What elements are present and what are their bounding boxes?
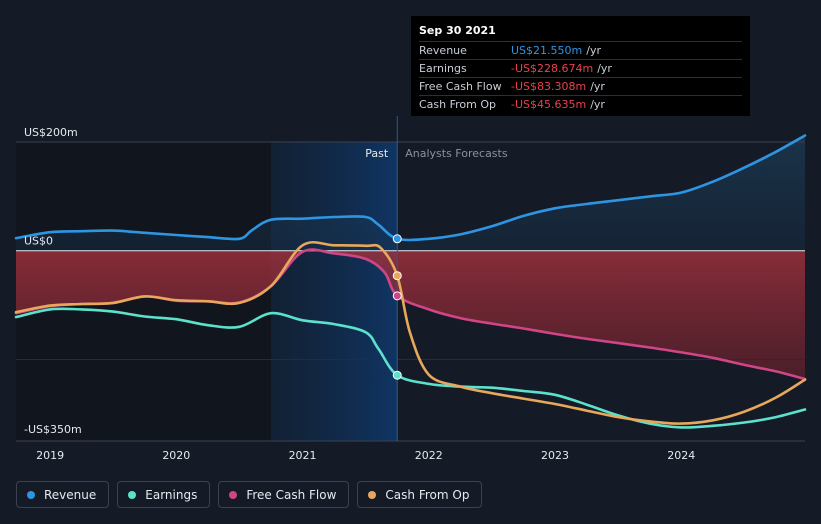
revenue-area xyxy=(16,135,805,251)
y-tick-label: -US$350m xyxy=(24,423,82,436)
cash-from-op-marker xyxy=(392,271,402,281)
legend-dot-icon xyxy=(368,490,377,499)
tooltip-value: -US$228.674m xyxy=(511,62,594,75)
y-tick-label: US$200m xyxy=(24,126,78,139)
legend-label: Revenue xyxy=(44,487,97,502)
legend-item-cash-from-op[interactable]: Cash From Op xyxy=(357,481,483,508)
tooltip-label: Revenue xyxy=(419,44,467,57)
tooltip-row-free-cash-flow: Free Cash Flow -US$83.308m /yr xyxy=(419,77,742,95)
cash-from-op-line xyxy=(14,240,807,425)
tooltip-label: Cash From Op xyxy=(419,98,497,111)
legend-dot-icon xyxy=(27,490,35,499)
tooltip-unit: /yr xyxy=(586,44,601,57)
x-tick-label: 2024 xyxy=(667,449,695,462)
free-cash-flow-marker xyxy=(392,291,402,301)
x-tick-label: 2020 xyxy=(162,449,190,462)
tooltip-date: Sep 30 2021 xyxy=(419,24,496,37)
legend-label: Earnings xyxy=(145,487,198,502)
revenue-marker xyxy=(392,234,402,244)
earnings-marker xyxy=(392,370,402,380)
legend-dot-icon xyxy=(229,490,238,499)
highlight-band xyxy=(271,142,398,441)
tooltip-label: Earnings xyxy=(419,62,467,75)
tooltip-row-earnings: Earnings -US$228.674m /yr xyxy=(419,59,742,77)
tooltip-value: -US$45.635m xyxy=(511,98,587,111)
legend-item-free-cash-flow[interactable]: Free Cash Flow xyxy=(218,481,350,508)
tooltip: Sep 30 2021 Revenue US$21.550m /yr Earni… xyxy=(411,16,750,116)
tooltip-unit: /yr xyxy=(590,80,605,93)
legend-label: Cash From Op xyxy=(385,487,470,502)
x-tick-label: 2021 xyxy=(289,449,317,462)
tooltip-row-revenue: Revenue US$21.550m /yr xyxy=(419,41,742,59)
legend-dot-icon xyxy=(128,490,137,499)
legend: Revenue Earnings Free Cash Flow Cash Fro… xyxy=(16,481,483,508)
tooltip-label: Free Cash Flow xyxy=(419,80,502,93)
tooltip-unit: /yr xyxy=(597,62,612,75)
y-tick-label: US$0 xyxy=(24,235,53,248)
tooltip-unit: /yr xyxy=(590,98,605,111)
x-tick-label: 2023 xyxy=(541,449,569,462)
legend-label: Free Cash Flow xyxy=(246,487,337,502)
legend-item-revenue[interactable]: Revenue xyxy=(16,481,110,508)
legend-item-earnings[interactable]: Earnings xyxy=(117,481,211,508)
revenue-line xyxy=(14,134,807,242)
past-label: Past xyxy=(365,147,389,160)
tooltip-value: US$21.550m xyxy=(511,44,583,57)
tooltip-row-cash-from-op: Cash From Op -US$45.635m /yr xyxy=(419,95,742,113)
x-tick-label: 2019 xyxy=(36,449,64,462)
forecast-label: Analysts Forecasts xyxy=(405,147,508,160)
tooltip-value: -US$83.308m xyxy=(511,80,587,93)
x-tick-label: 2022 xyxy=(415,449,443,462)
negative-area xyxy=(16,249,805,379)
